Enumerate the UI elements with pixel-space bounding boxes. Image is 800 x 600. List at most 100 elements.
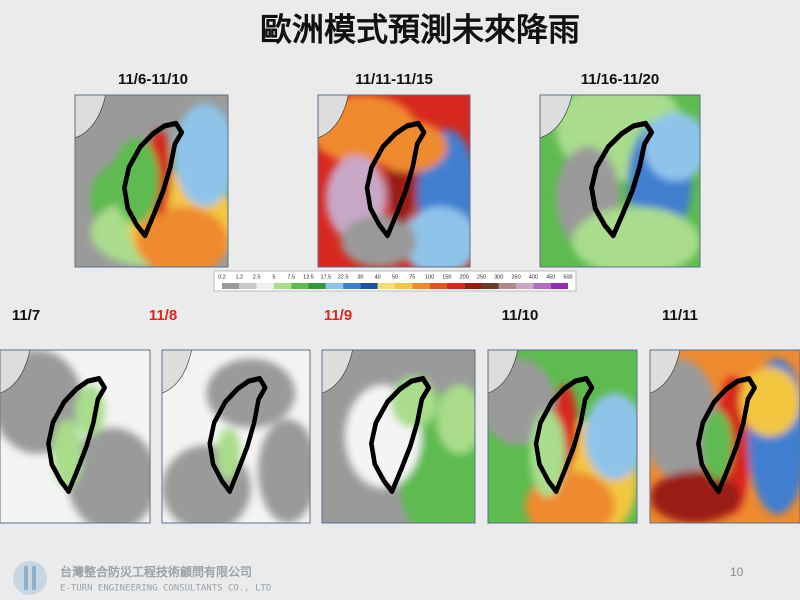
colorbar-segment — [429, 283, 447, 289]
colorbar-tick: 50 — [392, 274, 398, 280]
rain-blob — [340, 215, 417, 267]
colorbar-segment — [481, 283, 499, 289]
colorbar-tick: 100 — [425, 274, 434, 280]
rain-blob — [650, 471, 740, 523]
colorbar-segment — [464, 283, 482, 289]
rain-field — [0, 350, 150, 523]
map-frame — [0, 349, 151, 524]
colorbar-segment — [377, 283, 395, 289]
colorbar-segment — [291, 283, 309, 289]
colorbar-segment — [222, 283, 240, 289]
footer-logo — [13, 561, 47, 595]
colorbar-tick: 150 — [442, 274, 451, 280]
company-name-en: E-TURN ENGINEERING CONSULTANTS CO., LTD — [60, 584, 271, 594]
colorbar-tick: 0.2 — [218, 274, 226, 280]
rainfall-map — [0, 349, 151, 524]
colorbar-tick: 12.5 — [303, 274, 314, 280]
day-label: 11/10 — [502, 307, 539, 324]
colorbar-segment — [239, 283, 257, 289]
map-frame — [74, 94, 229, 268]
rain-field — [162, 358, 310, 523]
rainfall-map — [74, 94, 229, 268]
colorbar-tick: 22.5 — [338, 274, 349, 280]
colorbar-segment — [343, 283, 361, 289]
colorbar-tick: 250 — [477, 274, 486, 280]
rainfall-map — [539, 94, 701, 268]
rain-blob — [67, 427, 150, 523]
rainfall-map — [161, 349, 311, 524]
coast-china — [650, 350, 681, 394]
rainfall-map — [321, 349, 476, 524]
day-label: 11/11 — [662, 307, 698, 324]
colorbar-tick: 500 — [563, 274, 572, 280]
map-body — [322, 350, 475, 523]
map-frame — [317, 94, 471, 268]
colorbar-segment — [256, 283, 274, 289]
colorbar-segment — [308, 283, 326, 289]
coast-china — [162, 350, 192, 394]
rain-blob — [702, 410, 733, 480]
colorbar-tick: 7.5 — [287, 274, 295, 280]
rain-blob — [216, 427, 241, 480]
colorbar-tick: 2.5 — [253, 274, 261, 280]
colorbar-tick: 17.5 — [320, 274, 331, 280]
colorbar-tick: 5 — [272, 274, 275, 280]
colorbar-segment — [395, 283, 413, 289]
colorbar-tick: 300 — [494, 274, 503, 280]
map-frame — [539, 94, 701, 268]
map-body — [162, 350, 310, 523]
colorbar-tick: 450 — [546, 274, 555, 280]
colorbar-segment — [446, 283, 465, 289]
map-frame — [161, 349, 311, 524]
rain-blob — [136, 206, 228, 267]
colorbar-segment — [412, 283, 430, 289]
coast-china — [0, 350, 31, 394]
colorbar-segment — [360, 283, 378, 289]
day-label: 11/8 — [149, 307, 177, 324]
colorbar-segment — [325, 283, 344, 289]
colorbar-segment — [498, 283, 517, 289]
rainfall-map — [487, 349, 638, 524]
rain-blob — [436, 384, 475, 454]
map-label: 11/6-11/10 — [118, 71, 188, 88]
colorbar-segment — [533, 283, 551, 289]
coast-china — [322, 350, 353, 394]
map-frame — [321, 349, 476, 524]
coast-china — [540, 95, 573, 139]
map-body — [488, 350, 637, 523]
page-number: 10 — [730, 565, 744, 579]
rainfall-map — [649, 349, 800, 524]
company-name: 台灣整合防災工程技術顧問有限公司 — [60, 564, 252, 579]
map-frame — [649, 349, 800, 524]
coast-china — [488, 350, 519, 394]
colorbar-tick: 200 — [460, 274, 469, 280]
colorbar-tick: 400 — [529, 274, 538, 280]
colorbar-segment — [516, 283, 534, 289]
map-body — [318, 95, 470, 267]
map-body — [540, 95, 700, 267]
rain-blob — [206, 358, 296, 428]
colorbar-segment — [273, 283, 292, 289]
coast-china — [318, 95, 349, 139]
coast-china — [75, 95, 106, 139]
map-body — [650, 350, 800, 523]
rain-blob — [572, 206, 700, 267]
rain-blob — [390, 375, 437, 428]
rain-blob — [401, 206, 470, 267]
colorbar-segment — [550, 283, 568, 289]
rainfall-map — [317, 94, 471, 268]
map-label: 11/16-11/20 — [581, 71, 659, 88]
day-label: 11/7 — [12, 307, 40, 324]
colorbar-tick: 30 — [357, 274, 363, 280]
slide-title: 歐洲模式預測未來降雨 — [260, 11, 580, 47]
rain-blob — [584, 393, 637, 480]
rain-blob — [174, 103, 228, 207]
colorbar-tick: 40 — [375, 274, 381, 280]
day-label: 11/9 — [324, 307, 352, 324]
rain-blob — [258, 419, 310, 523]
rain-blob — [644, 112, 700, 181]
map-label: 11/11-11/15 — [355, 71, 433, 88]
map-frame — [487, 349, 638, 524]
